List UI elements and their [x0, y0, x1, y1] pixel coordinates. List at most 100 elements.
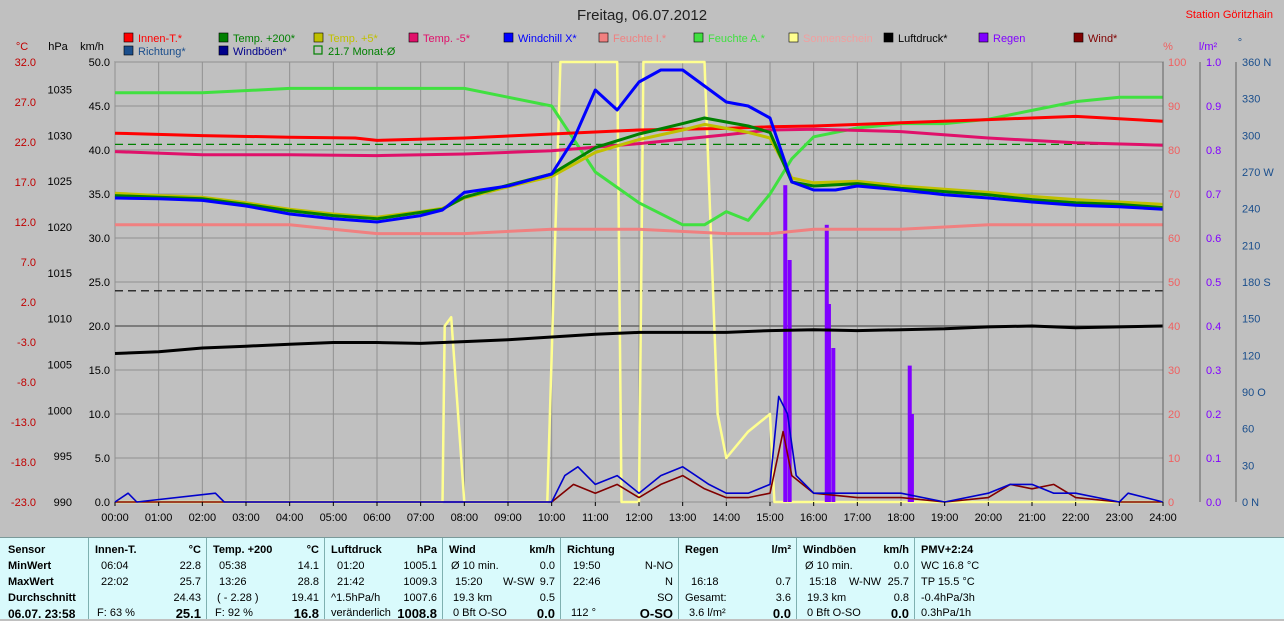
legend-swatch [693, 32, 704, 43]
station-name: Station Göritzhain [1186, 9, 1273, 21]
x-tick-label: 22:00 [1062, 512, 1090, 524]
rain-tick-label: 0.6 [1206, 233, 1221, 245]
series-line-sonnenschein [115, 60, 1163, 504]
wind-tick-label: 45.0 [89, 101, 110, 113]
wind-tick-label: 25.0 [89, 277, 110, 289]
humidity-tick-label: 20 [1168, 409, 1180, 421]
legend-swatch [1073, 32, 1084, 43]
temp200-current-value: 16.8 [293, 606, 319, 621]
legend-swatch [123, 32, 134, 43]
innen-min-value: 22.8 [179, 560, 201, 572]
wind-beaufort: 0 Bft O-SO [453, 607, 507, 619]
innen-avg-value: 24.43 [173, 592, 201, 604]
temp200-current-humidity: F: 92 % [215, 607, 253, 619]
x-tick-label: 21:00 [1018, 512, 1046, 524]
wind-unit: km/h [529, 544, 555, 556]
rain-tick-label: 0.3 [1206, 365, 1221, 377]
series-layer [114, 60, 1164, 504]
series-line-luftdruck- [114, 324, 1164, 355]
humidity-tick-label: 10 [1168, 453, 1180, 465]
x-tick-label: 16:00 [800, 512, 828, 524]
panel-innen: Innen-T. °C 06:04 22.8 22:02 25.7 24.43 … [88, 538, 207, 621]
direction-tick-label: 270 W [1242, 167, 1274, 179]
legend-label: Feuchte A.* [708, 33, 766, 45]
sensor-row-max: MaxWert [8, 576, 54, 588]
sensor-row-avg: Durchschnitt [8, 592, 76, 604]
innen-max-time: 22:02 [101, 576, 129, 588]
luftdruck-current-value: 1008.8 [397, 606, 437, 621]
boeen-beaufort: 0 Bft O-SO [807, 607, 861, 619]
rain-bar [783, 185, 788, 502]
rain-bar [831, 348, 836, 502]
temp200-avg-value: 19.41 [291, 592, 319, 604]
wind-tick-label: 50.0 [89, 57, 110, 69]
sensor-header: Sensor [8, 544, 46, 556]
wind-tick-label: 0.0 [95, 497, 110, 509]
wind-tick-label: 10.0 [89, 409, 110, 421]
rain-tick-label: 0.5 [1206, 277, 1221, 289]
richtung-current-value: O-SO [639, 606, 673, 621]
legend-swatch [408, 32, 419, 43]
wind-max-value: 9.7 [539, 576, 555, 588]
richtung-avg-value: SO [657, 592, 673, 604]
direction-tick-label: 240 [1242, 204, 1260, 216]
humidity-tick-label: 0 [1168, 497, 1174, 509]
pmv-dewpoint: TP 15.5 °C [921, 576, 975, 588]
wind-tick-label: 15.0 [89, 365, 110, 377]
legend-swatch [218, 32, 229, 43]
series-line-temp-200- [114, 116, 1164, 221]
humidity-tick-label: 30 [1168, 365, 1180, 377]
regen-total-label: Gesamt: [685, 592, 727, 604]
x-tick-label: 14:00 [713, 512, 741, 524]
x-tick-label: 15:00 [756, 512, 784, 524]
temp-tick-label: 27.0 [15, 97, 36, 109]
legend-label: Luftdruck* [898, 33, 948, 45]
temp200-max-value: 28.8 [297, 576, 319, 588]
wind-avg10-value: 0.0 [539, 560, 555, 572]
legend-label: Wind* [1088, 33, 1118, 45]
luftdruck-unit: hPa [416, 544, 437, 556]
rain-bar [907, 365, 912, 502]
legend-label: Innen-T.* [138, 33, 183, 45]
luftdruck-trend: ^1.5hPa/h [331, 592, 381, 604]
panel-luftdruck: Luftdruck hPa 01:20 1005.1 21:42 1009.3 … [324, 538, 443, 621]
sensor-row-min: MinWert [8, 560, 52, 572]
rain-bar [824, 224, 829, 503]
rain-tick-label: 0.7 [1206, 189, 1221, 201]
humidity-tick-label: 40 [1168, 321, 1180, 333]
x-tick-label: 09:00 [494, 512, 522, 524]
direction-tick-label: 360 N [1242, 57, 1271, 69]
x-tick-label: 12:00 [625, 512, 653, 524]
pressure-tick-label: 990 [54, 497, 72, 509]
direction-tick-label: 90 O [1242, 387, 1266, 399]
pmv-windchill: WC 16.8 °C [921, 560, 980, 572]
panel-pmv: PMV+2:24 WC 16.8 °C TP 15.5 °C -0.4hPa/3… [914, 538, 1025, 619]
legend-swatch [313, 32, 324, 43]
richtung-max-value: N [665, 576, 673, 588]
wind-max-time: 15:20 [455, 576, 483, 588]
humidity-axis-unit: % [1163, 41, 1173, 53]
temp-tick-label: 22.0 [15, 137, 36, 149]
wind-max-direction: W-SW [503, 576, 535, 588]
temp-axis-unit: °C [16, 41, 28, 53]
legend-label: Windböen* [233, 46, 288, 58]
wind-tick-label: 5.0 [95, 453, 110, 465]
x-tick-label: 03:00 [232, 512, 260, 524]
direction-tick-label: 300 [1242, 130, 1260, 142]
regen-total-value: 3.6 [775, 592, 791, 604]
richtung-min-value: N-NO [644, 560, 673, 572]
boeen-current-value: 0.0 [890, 606, 909, 621]
wind-avg10-label: Ø 10 min. [451, 560, 499, 572]
x-tick-label: 06:00 [363, 512, 391, 524]
luftdruck-max-value: 1009.3 [403, 576, 437, 588]
direction-tick-label: 210 [1242, 240, 1260, 252]
sensor-row-current: 06.07. 23:58 [8, 607, 76, 621]
temp200-unit: °C [306, 544, 319, 556]
rain-bar [787, 260, 792, 502]
richtung-header: Richtung [567, 544, 615, 556]
legend-swatch [978, 32, 989, 43]
pressure-tick-label: 1015 [48, 268, 72, 280]
pmv-header: PMV+2:24 [921, 544, 974, 556]
x-tick-label: 08:00 [451, 512, 479, 524]
rain-tick-label: 0.2 [1206, 409, 1221, 421]
